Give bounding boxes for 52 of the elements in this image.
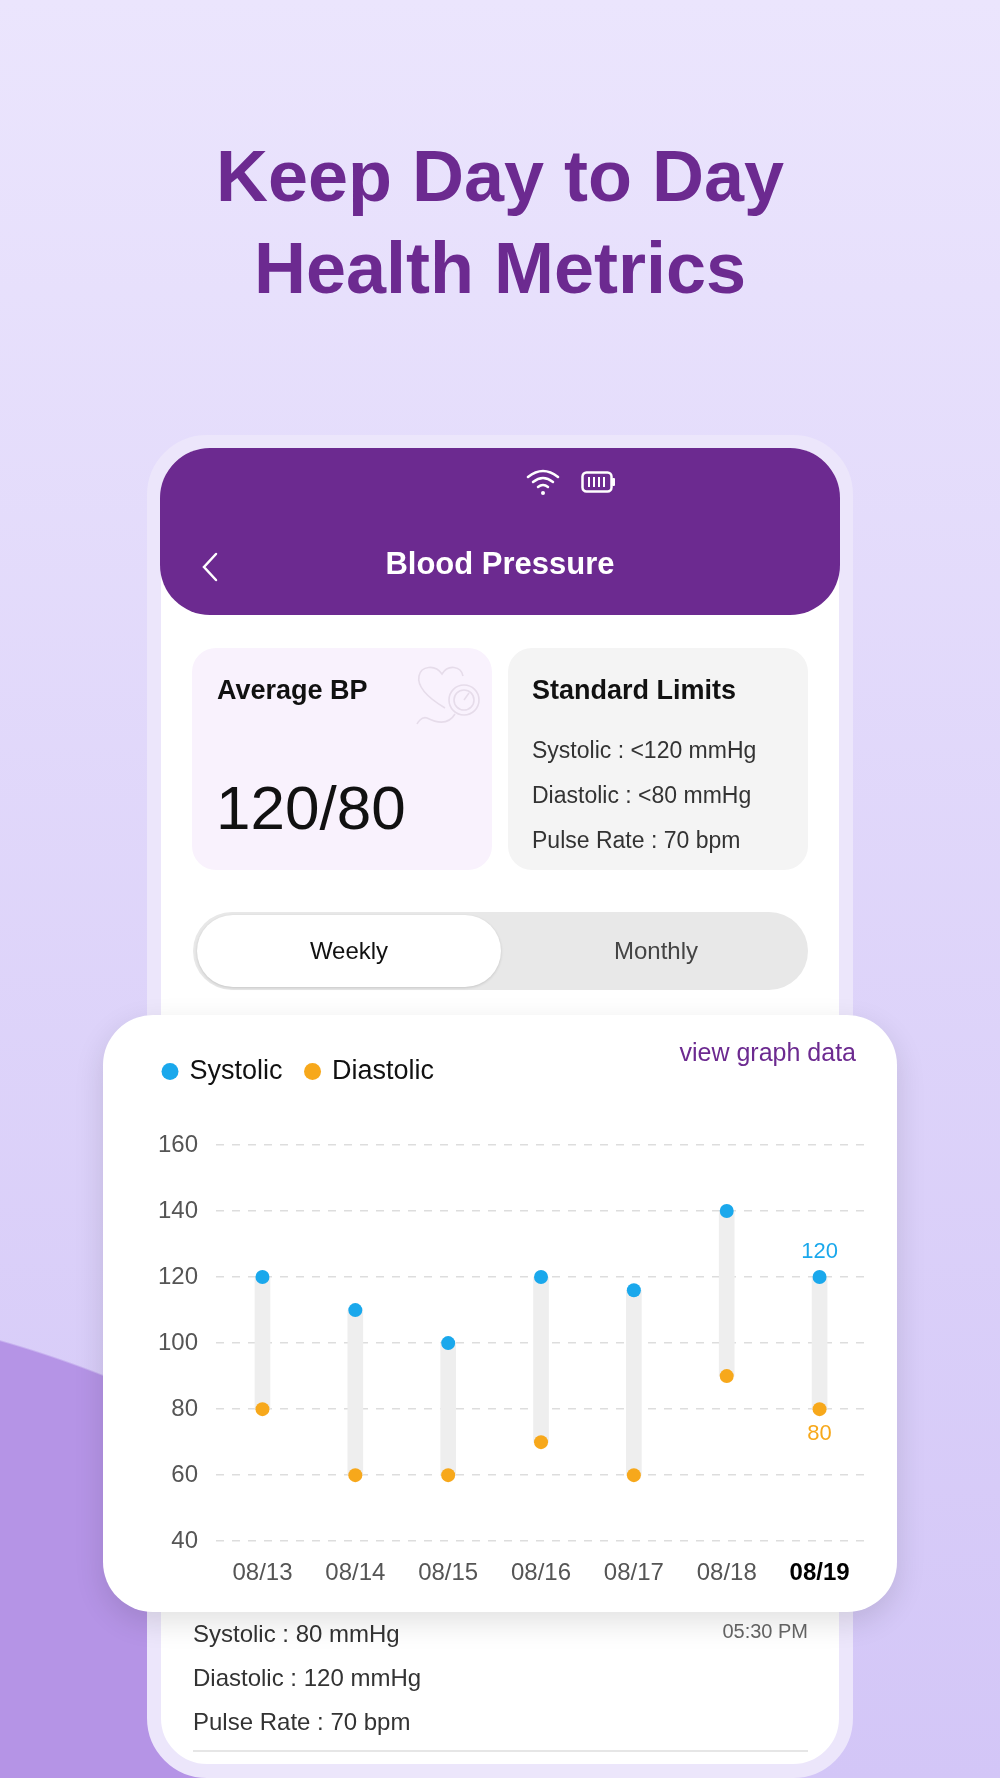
x-tick-label: 08/13 <box>232 1558 293 1586</box>
text: Blood Pressure <box>384 546 616 582</box>
point <box>255 1402 270 1417</box>
point <box>348 1468 363 1483</box>
point <box>441 1336 456 1351</box>
text: Monthly <box>612 937 699 965</box>
y-tick-label: 140 <box>158 1195 199 1223</box>
text: 120/80 <box>216 772 406 843</box>
x-tick-label: 08/15 <box>418 1558 479 1586</box>
point <box>719 1369 734 1384</box>
y-tick-label: 40 <box>171 1525 199 1553</box>
data-label: 120 <box>801 1238 838 1264</box>
point <box>534 1435 549 1450</box>
text: Pulse Rate : 70 bpm <box>532 827 741 854</box>
text: Diastolic : <80 mmHg <box>532 782 752 809</box>
point <box>626 1468 641 1483</box>
x-tick-label: 08/14 <box>325 1558 386 1586</box>
text: 05:30 PM <box>722 1620 808 1643</box>
bar <box>347 1309 364 1476</box>
y-tick-label: 80 <box>171 1393 199 1421</box>
y-tick-label: 100 <box>158 1327 199 1355</box>
x-tick-label: 08/16 <box>510 1558 572 1586</box>
bar <box>718 1210 735 1377</box>
x-tick-label: 08/19 <box>789 1558 850 1586</box>
point <box>534 1270 549 1285</box>
point <box>719 1204 734 1219</box>
bar <box>626 1289 642 1476</box>
text: Average BP <box>217 675 368 706</box>
data-label: 80 <box>807 1420 832 1446</box>
y-tick-label: 160 <box>158 1129 199 1157</box>
legend-label: Systolic <box>189 1054 283 1085</box>
text: Pulse Rate : 70 bpm <box>193 1708 411 1736</box>
point <box>626 1283 641 1298</box>
point <box>441 1468 456 1483</box>
point <box>812 1402 827 1417</box>
point <box>812 1270 827 1285</box>
x-tick-label: 08/18 <box>696 1558 757 1586</box>
bar <box>533 1276 549 1443</box>
bar <box>440 1342 456 1476</box>
text: Systolic : <120 mmHg <box>532 737 757 764</box>
text: Systolic : 80 mmHg <box>193 1620 400 1648</box>
x-tick-label: 08/17 <box>603 1558 664 1586</box>
y-tick-label: 60 <box>171 1459 199 1487</box>
y-tick-label: 120 <box>158 1261 199 1289</box>
point <box>348 1303 363 1318</box>
point <box>255 1270 270 1285</box>
text: Diastolic : 120 mmHg <box>193 1664 422 1692</box>
chart-title: Keep Day to Day Health Metrics <box>214 135 786 310</box>
text: view graph data <box>679 1038 856 1067</box>
legend-label: Diastolic <box>332 1054 435 1085</box>
text: Standard Limits <box>532 675 737 706</box>
text: Weekly <box>308 937 390 965</box>
